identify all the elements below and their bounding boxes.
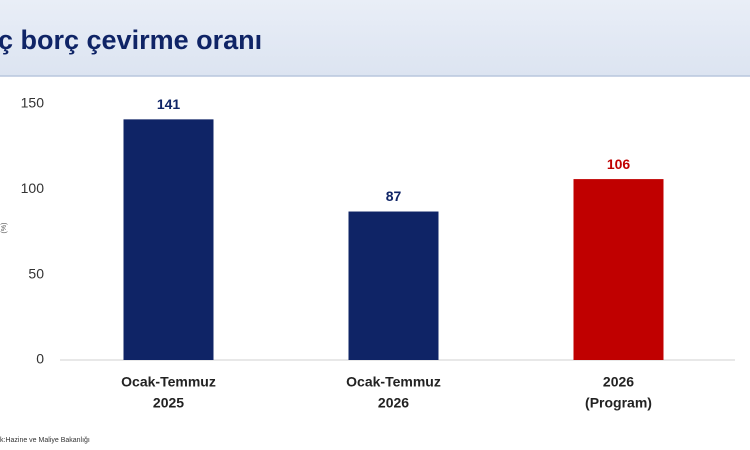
x-tick-label: 2026 bbox=[378, 395, 409, 411]
x-tick-label: 2025 bbox=[153, 395, 184, 411]
bar bbox=[348, 211, 439, 360]
chart-title: ç borç çevirme oranı bbox=[0, 25, 262, 55]
bar bbox=[123, 119, 214, 360]
y-tick-label: 150 bbox=[21, 95, 45, 111]
x-tick-label: Ocak-Temmuz bbox=[121, 374, 216, 390]
y-tick-label: 100 bbox=[21, 180, 45, 196]
header-band bbox=[0, 0, 750, 76]
value-label: 141 bbox=[157, 96, 181, 112]
y-tick-label: 50 bbox=[28, 265, 44, 281]
y-axis-label: (%) bbox=[1, 223, 8, 234]
source-note: k:Hazine ve Maliye Bakanlığı bbox=[0, 437, 90, 444]
y-tick-label: 0 bbox=[36, 351, 44, 367]
x-tick-label: 2026 bbox=[603, 374, 634, 390]
x-tick-label: Ocak-Temmuz bbox=[346, 374, 441, 390]
value-label: 106 bbox=[607, 156, 631, 172]
bar bbox=[573, 179, 664, 360]
value-label: 87 bbox=[386, 188, 402, 204]
x-tick-label: (Program) bbox=[585, 395, 652, 411]
